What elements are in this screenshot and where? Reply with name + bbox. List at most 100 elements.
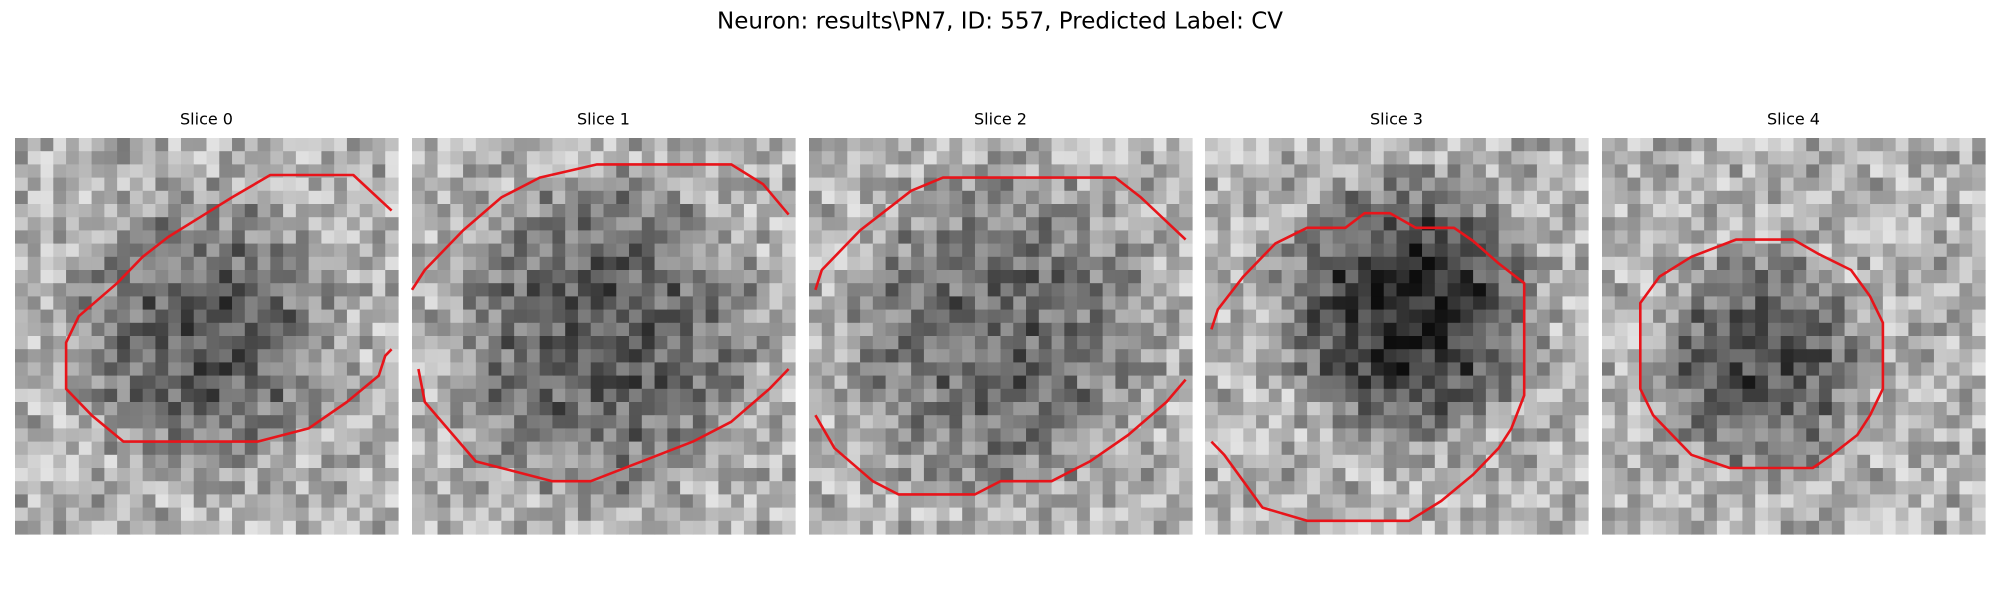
pixel [1026,415,1040,429]
figure-title: Neuron: results\PN7, ID: 557, Predicted … [717,9,1283,35]
pixel [334,177,348,192]
pixel [206,402,220,416]
pixel [1077,151,1091,165]
pixel [1307,520,1321,535]
pixel [168,256,182,271]
pixel [1562,454,1576,469]
pixel [1959,388,1973,403]
pixel [1038,151,1053,165]
pixel [1434,428,1449,443]
pixel [1434,375,1449,390]
pixel [334,204,348,218]
pixel [15,415,29,429]
pixel [412,494,426,509]
pixel [1921,230,1935,245]
pixel [1230,243,1244,258]
pixel [1153,362,1168,377]
pixel [769,151,783,165]
pixel [1562,204,1576,218]
pixel [1013,151,1027,165]
pixel [206,454,220,469]
pixel [1498,138,1512,152]
pixel [590,204,605,218]
pixel [1498,494,1512,509]
pixel [1767,296,1782,311]
pixel [936,138,951,152]
pixel [1422,190,1436,205]
pixel [1294,270,1308,284]
pixel [1575,507,1589,522]
pixel [782,256,796,271]
pixel [936,481,951,495]
pixel [974,507,989,522]
pixel [1422,243,1436,258]
pixel [1000,270,1014,284]
pixel [756,520,771,535]
pixel [603,204,617,218]
pixel [1819,481,1833,495]
pixel [590,164,605,179]
pixel [962,415,976,429]
pixel [283,204,297,218]
pixel [1704,468,1718,482]
pixel [232,468,246,482]
pixel [78,230,93,245]
pixel [629,349,643,363]
pixel [1038,441,1053,456]
pixel [346,151,361,165]
pixel [1102,388,1116,403]
pixel [1933,494,1948,509]
pixel [872,322,887,337]
pixel [1946,336,1961,350]
pixel [1691,415,1705,429]
pixel [244,336,259,350]
pixel [539,388,554,403]
pixel [667,190,681,205]
pixel [654,309,668,324]
pixel [1972,243,1986,258]
pixel [1230,217,1244,231]
pixel [257,388,271,403]
pixel [949,164,963,179]
pixel [590,151,605,165]
pixel [117,230,131,245]
pixel [78,388,93,403]
pixel [756,507,771,522]
pixel [1205,322,1219,337]
pixel [1409,481,1423,495]
pixel [911,138,925,152]
pixel [219,164,233,179]
pixel [1511,520,1525,535]
pixel [590,520,605,535]
pixel [1691,164,1705,179]
pixel [1959,309,1973,324]
pixel [244,375,259,390]
pixel [654,151,668,165]
pixel [1755,217,1769,231]
pixel [911,204,925,218]
pixel [142,441,157,456]
pixel [1051,138,1065,152]
pixel [424,454,439,469]
pixel [308,243,322,258]
pixel [616,454,630,469]
pixel [1217,494,1232,509]
pixel [1780,164,1795,179]
pixel [898,177,912,192]
pixel [346,256,361,271]
pixel [321,217,335,231]
pixel [1038,362,1053,377]
pixel [1780,138,1795,152]
pixel [1485,415,1500,429]
pixel [1691,494,1705,509]
pixel [1383,309,1398,324]
pixel [1140,217,1155,231]
pixel [898,217,912,231]
pixel [1077,309,1091,324]
pixel [1536,441,1551,456]
pixel [1806,349,1820,363]
pixel [1473,256,1487,271]
pixel [974,375,989,390]
pixel [142,336,157,350]
pixel [911,322,925,337]
